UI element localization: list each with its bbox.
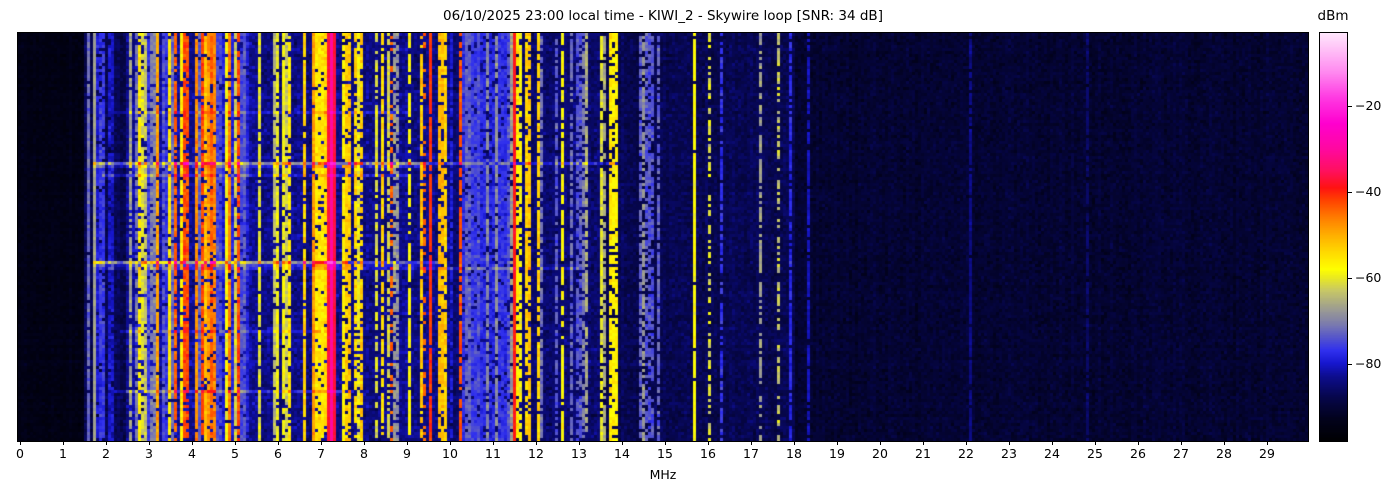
x-tick — [1267, 441, 1268, 445]
x-tick — [1052, 441, 1053, 445]
x-tick — [106, 441, 107, 445]
colorbar-tick — [1348, 363, 1352, 365]
colorbar-tick-label: −60 — [1355, 269, 1382, 285]
x-tick-label: 5 — [231, 446, 239, 461]
x-tick — [192, 441, 193, 445]
colorbar-frame — [1319, 32, 1348, 442]
x-tick — [149, 441, 150, 445]
x-tick-label: 28 — [1216, 446, 1232, 461]
colorbar-tick — [1348, 191, 1352, 193]
x-tick — [1095, 441, 1096, 445]
colorbar-tick — [1348, 277, 1352, 279]
x-tick-label: 7 — [317, 446, 325, 461]
x-tick — [493, 441, 494, 445]
x-tick — [579, 441, 580, 445]
x-tick-label: 19 — [829, 446, 845, 461]
colorbar-unit-label: dBm — [1317, 8, 1349, 24]
colorbar-tick-label: −40 — [1355, 183, 1382, 199]
waterfall-heatmap — [18, 33, 1308, 441]
x-tick-label: 17 — [743, 446, 759, 461]
x-tick — [63, 441, 64, 445]
x-tick — [364, 441, 365, 445]
x-tick — [966, 441, 967, 445]
x-tick-label: 21 — [915, 446, 931, 461]
x-tick-label: 29 — [1259, 446, 1275, 461]
x-tick — [536, 441, 537, 445]
x-tick — [235, 441, 236, 445]
colorbar-gradient — [1320, 33, 1347, 441]
x-tick — [1009, 441, 1010, 445]
x-tick-label: 27 — [1173, 446, 1189, 461]
x-tick — [622, 441, 623, 445]
x-tick-label: 22 — [958, 446, 974, 461]
x-tick-label: 24 — [1044, 446, 1060, 461]
x-tick — [751, 441, 752, 445]
x-tick-label: 20 — [872, 446, 888, 461]
x-tick — [708, 441, 709, 445]
x-tick — [278, 441, 279, 445]
x-tick — [837, 441, 838, 445]
x-tick — [407, 441, 408, 445]
x-tick-label: 18 — [786, 446, 802, 461]
x-tick-label: 23 — [1001, 446, 1017, 461]
x-tick-label: 25 — [1087, 446, 1103, 461]
x-tick-label: 3 — [145, 446, 153, 461]
x-tick-label: 8 — [360, 446, 368, 461]
x-tick-label: 10 — [442, 446, 458, 461]
x-tick — [321, 441, 322, 445]
plot-frame — [17, 32, 1309, 442]
x-tick — [880, 441, 881, 445]
x-tick-label: 2 — [102, 446, 110, 461]
colorbar-tick-label: −80 — [1355, 355, 1382, 371]
x-tick — [1181, 441, 1182, 445]
x-tick-label: 11 — [485, 446, 501, 461]
x-tick-label: 13 — [571, 446, 587, 461]
x-tick — [923, 441, 924, 445]
x-tick-label: 26 — [1130, 446, 1146, 461]
x-tick — [450, 441, 451, 445]
x-tick — [20, 441, 21, 445]
chart-title: 06/10/2025 23:00 local time - KIWI_2 - S… — [443, 8, 883, 24]
x-tick-label: 16 — [700, 446, 716, 461]
x-tick — [665, 441, 666, 445]
x-tick-label: 14 — [614, 446, 630, 461]
colorbar-tick-label: −20 — [1355, 98, 1382, 113]
x-tick-label: 15 — [657, 446, 673, 461]
x-tick-label: 1 — [59, 446, 67, 461]
colorbar-tick — [1348, 106, 1352, 107]
x-tick-label: 0 — [16, 446, 24, 461]
x-tick-label: 4 — [188, 446, 196, 461]
x-axis-label: MHz — [649, 467, 677, 482]
x-tick-label: 9 — [403, 446, 411, 461]
x-tick — [794, 441, 795, 445]
x-tick-label: 12 — [528, 446, 544, 461]
x-tick-label: 6 — [274, 446, 282, 461]
x-tick — [1224, 441, 1225, 445]
x-tick — [1138, 441, 1139, 445]
